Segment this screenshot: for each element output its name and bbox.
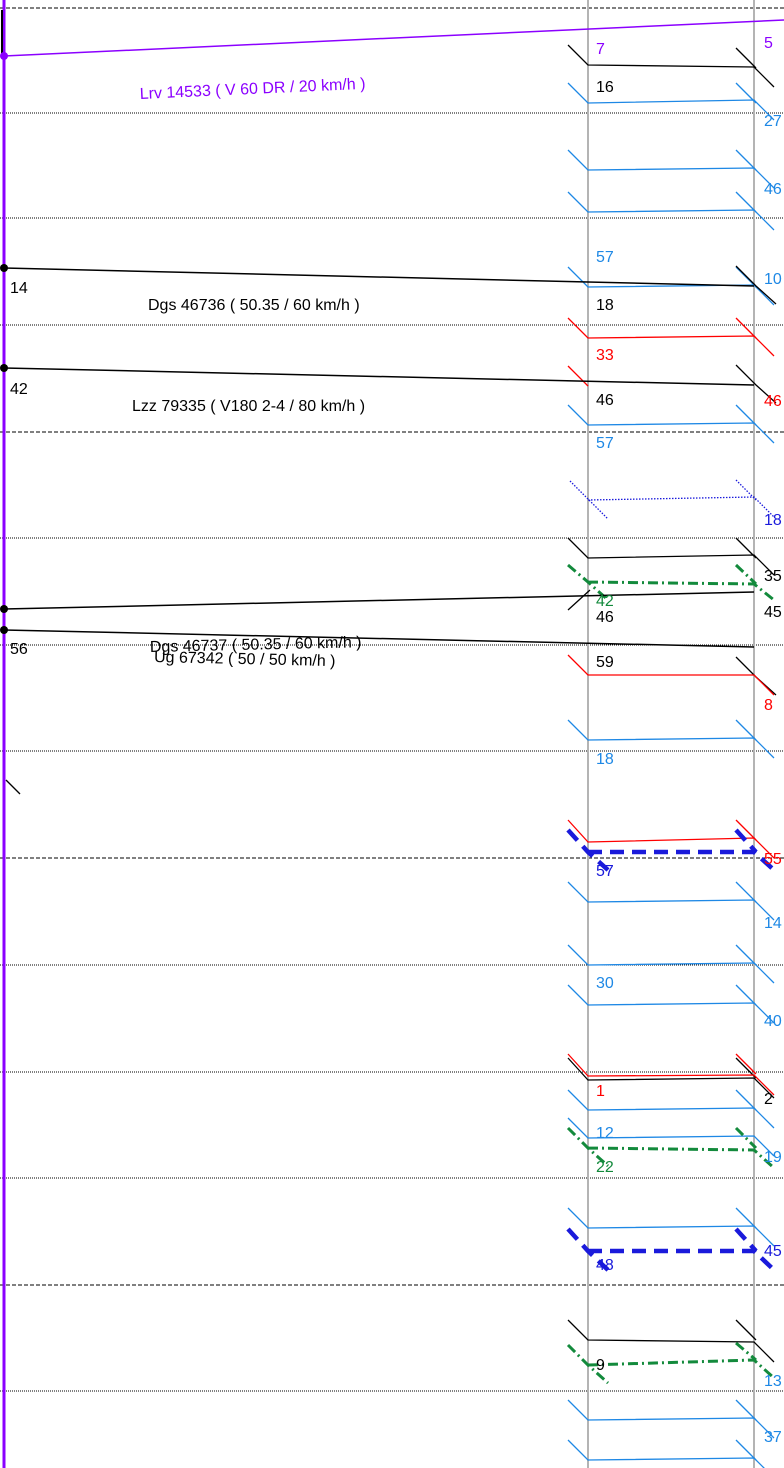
entry-minute-label: 14 [10,280,28,297]
minute-label: 55 [764,851,782,868]
station-tracks [2,0,754,1468]
minute-label: 27 [764,113,782,130]
train-path [568,366,588,386]
minute-label: 45 [764,604,782,621]
time-grid [0,8,784,1391]
entry-minute-label: 42 [10,381,28,398]
train-line-ug [4,630,754,647]
minute-label: 45 [764,1243,782,1260]
minute-label: 12 [596,1125,614,1142]
minute-label: 57 [596,249,614,266]
minute-label: 35 [764,568,782,585]
minute-label: 46 [596,609,614,626]
train-label: Ug 67342 ( 50 / 50 km/h ) [154,649,336,670]
train-line-dgs-46737 [4,592,754,609]
minute-label: 57 [596,863,614,880]
minute-label: 46 [596,392,614,409]
minute-label: 10 [764,271,782,288]
darkblue-dotted-paths [570,480,774,519]
train-label: Lzz 79335 ( V180 2-4 / 80 km/h ) [132,398,365,415]
minute-label: 19 [764,1149,782,1166]
train-line-dgs-46736 [4,268,754,286]
darkblue-dashed-paths [568,830,774,1270]
minute-label: 22 [596,1159,614,1176]
train-path [568,1400,774,1438]
minute-label: 14 [764,915,782,932]
minute-label: 18 [764,512,782,529]
train-path [588,497,774,517]
minute-label: 42 [596,593,614,610]
minute-label: 8 [764,697,773,714]
train-label: Dgs 46736 ( 50.35 / 60 km/h ) [148,297,360,314]
minute-label: 40 [764,1013,782,1030]
minute-label: 9 [596,1357,605,1374]
origin-dot [0,626,8,634]
train-path [568,1208,774,1246]
minute-label: 33 [596,347,614,364]
minute-label: 2 [764,1091,773,1108]
train-line-lrv [4,20,784,56]
train-line-lzz [4,368,754,385]
minute-label: 5 [764,35,773,52]
minute-label: 57 [596,435,614,452]
train-path [568,192,774,230]
minute-label: 37 [764,1429,782,1446]
minute-label: 18 [596,751,614,768]
minute-label: 30 [596,975,614,992]
train-path [568,882,774,920]
minute-label: 16 [596,79,614,96]
black-paths [6,45,776,1362]
train-path [568,538,774,575]
origin-dot [0,364,8,372]
minute-label: 1 [596,1083,605,1100]
minute-label: 18 [596,297,614,314]
minute-label: 46 [764,393,782,410]
origin-dot [0,52,8,60]
train-path [736,657,776,695]
long-train-lines [4,20,784,647]
train-path [568,590,590,610]
train-path [568,1440,774,1468]
entry-minute-labels: 14 42 56 [10,280,28,658]
minute-label: 46 [764,181,782,198]
entry-minute-label: 56 [10,641,28,658]
minute-label: 59 [596,654,614,671]
train-path [568,150,774,188]
origin-dot [0,264,8,272]
minute-label: 7 [596,41,605,58]
left-axis-tick [6,780,20,794]
train-label: Lrv 14533 ( V 60 DR / 20 km/h ) [139,76,365,103]
minute-label: 48 [596,1257,614,1274]
origin-dot [0,605,8,613]
minute-label: 13 [764,1373,782,1390]
